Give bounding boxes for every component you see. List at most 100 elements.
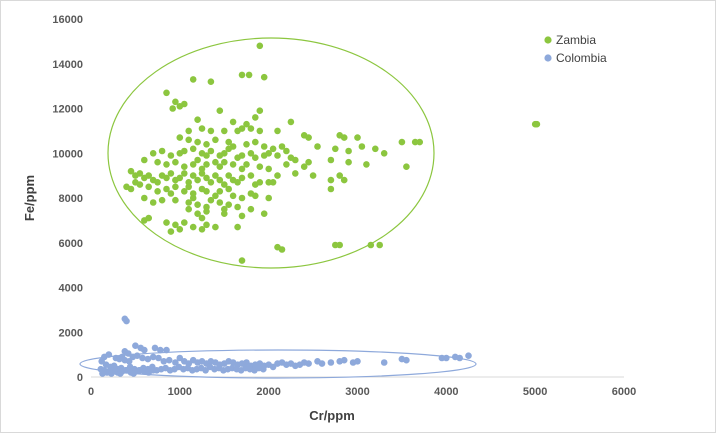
data-point-zambia xyxy=(225,201,232,208)
data-point-zambia xyxy=(167,190,175,197)
data-point-zambia xyxy=(212,223,219,231)
data-point-zambia xyxy=(278,246,286,253)
y-tick-label: 8000 xyxy=(59,193,83,205)
data-point-zambia xyxy=(221,127,228,135)
data-point-zambia xyxy=(372,145,379,153)
y-tick-label: 4000 xyxy=(59,283,83,295)
data-point-zambia xyxy=(189,223,197,231)
data-point-colombia xyxy=(318,360,326,367)
data-point-zambia xyxy=(203,174,210,182)
data-point-zambia xyxy=(269,145,277,153)
data-point-colombia xyxy=(123,317,130,325)
data-point-zambia xyxy=(367,241,375,249)
data-point-zambia xyxy=(169,105,176,112)
data-point-zambia xyxy=(149,150,157,157)
data-points xyxy=(97,42,541,377)
data-point-zambia xyxy=(292,170,299,177)
data-point-zambia xyxy=(327,156,335,164)
data-point-zambia xyxy=(363,161,370,168)
data-point-zambia xyxy=(327,176,335,184)
x-tick-label: 5000 xyxy=(523,386,547,398)
data-point-zambia xyxy=(305,134,312,141)
data-point-zambia xyxy=(234,223,241,231)
data-point-zambia xyxy=(203,161,210,168)
y-tick-label: 12000 xyxy=(52,104,83,116)
data-point-zambia xyxy=(238,194,246,202)
data-point-colombia xyxy=(144,355,152,363)
data-point-zambia xyxy=(416,138,424,146)
data-point-zambia xyxy=(278,143,286,150)
data-point-colombia xyxy=(133,352,141,360)
data-point-zambia xyxy=(314,143,321,150)
data-point-zambia xyxy=(198,170,206,177)
data-point-colombia xyxy=(165,356,173,364)
data-point-zambia xyxy=(221,210,228,217)
data-point-zambia xyxy=(212,136,219,144)
cluster-ellipses xyxy=(79,37,477,379)
data-point-zambia xyxy=(163,185,170,193)
data-point-colombia xyxy=(125,350,132,357)
data-point-zambia xyxy=(163,89,170,97)
data-point-zambia xyxy=(163,161,170,168)
y-axis-title: Fe/ppm xyxy=(22,175,37,221)
data-point-zambia xyxy=(340,134,348,141)
data-point-zambia xyxy=(207,78,215,85)
x-tick-label: 1000 xyxy=(168,386,192,398)
data-point-zambia xyxy=(245,71,253,79)
data-point-zambia xyxy=(141,156,148,164)
data-point-zambia xyxy=(185,183,192,191)
data-point-colombia xyxy=(305,360,312,367)
legend: Zambia Colombia xyxy=(544,33,607,65)
legend-marker-colombia xyxy=(544,54,552,62)
data-point-zambia xyxy=(238,165,246,173)
data-point-zambia xyxy=(136,181,144,188)
legend-item-colombia: Colombia xyxy=(544,51,607,65)
data-point-zambia xyxy=(172,221,179,229)
data-point-zambia xyxy=(256,127,264,135)
data-point-zambia xyxy=(345,147,352,155)
data-point-zambia xyxy=(145,214,152,222)
data-point-zambia xyxy=(207,147,215,155)
data-point-zambia xyxy=(309,172,317,179)
data-point-zambia xyxy=(260,143,268,150)
y-tick-label: 0 xyxy=(77,372,83,384)
data-point-zambia xyxy=(252,154,259,161)
data-point-zambia xyxy=(203,188,210,195)
data-point-zambia xyxy=(269,179,277,186)
data-point-zambia xyxy=(229,161,237,168)
data-point-zambia xyxy=(336,241,344,249)
data-point-zambia xyxy=(234,179,241,186)
data-point-zambia xyxy=(260,210,268,217)
y-tick-label: 16000 xyxy=(52,14,83,26)
data-point-colombia xyxy=(354,358,361,365)
data-point-zambia xyxy=(243,161,250,168)
data-point-zambia xyxy=(332,145,339,153)
data-point-zambia xyxy=(265,194,273,202)
data-point-zambia xyxy=(327,185,335,193)
data-point-zambia xyxy=(252,114,259,121)
data-point-zambia xyxy=(256,179,264,186)
data-point-zambia xyxy=(243,120,250,128)
data-point-colombia xyxy=(130,370,137,377)
y-tick-label: 10000 xyxy=(52,148,83,160)
data-point-zambia xyxy=(163,219,170,226)
data-point-zambia xyxy=(238,152,246,159)
data-point-zambia xyxy=(181,170,188,177)
data-point-zambia xyxy=(181,100,188,108)
data-point-zambia xyxy=(403,163,410,170)
data-point-colombia xyxy=(155,354,162,362)
series-zambia xyxy=(123,42,541,264)
data-point-zambia xyxy=(216,107,224,114)
data-point-zambia xyxy=(229,192,237,200)
data-point-zambia xyxy=(265,165,273,173)
data-point-zambia xyxy=(247,150,255,157)
data-point-colombia xyxy=(172,359,179,366)
data-point-zambia xyxy=(283,161,290,168)
data-point-zambia xyxy=(247,205,255,213)
data-point-zambia xyxy=(154,158,161,166)
data-point-zambia xyxy=(136,170,144,177)
data-point-zambia xyxy=(207,196,215,204)
data-point-zambia xyxy=(145,172,152,179)
data-point-zambia xyxy=(256,107,264,114)
data-point-zambia xyxy=(283,147,290,155)
